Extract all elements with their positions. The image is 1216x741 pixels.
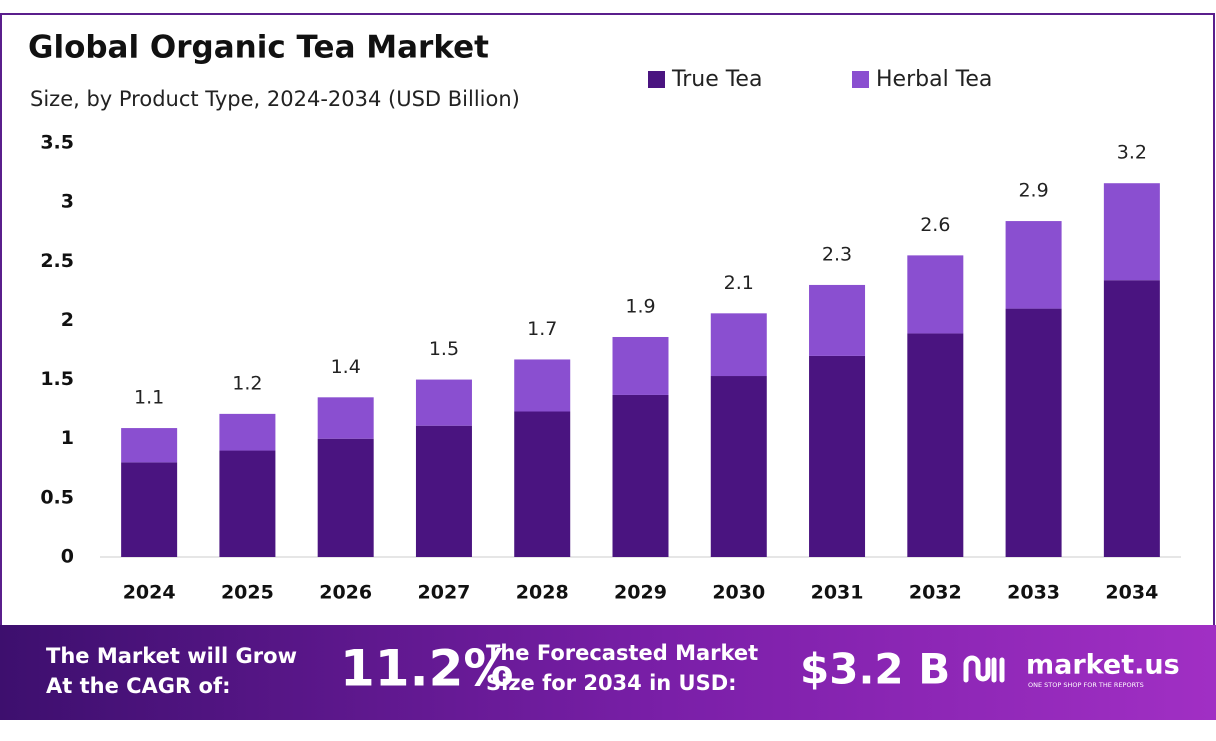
total-label: 1.5	[429, 338, 459, 360]
legend-label: True Tea	[671, 67, 762, 92]
x-tick-label: 2028	[516, 582, 569, 604]
y-tick-label: 2.5	[40, 250, 74, 272]
cagr-value: 11.2%	[340, 640, 513, 698]
total-label: 1.1	[134, 387, 164, 409]
bar-segment	[121, 428, 178, 463]
total-label: 1.4	[331, 356, 361, 378]
y-tick-label: 0	[61, 546, 74, 568]
bar-segment	[317, 397, 374, 439]
x-tick-label: 2034	[1105, 582, 1158, 604]
bar-segment	[809, 355, 866, 557]
x-tick-label: 2033	[1007, 582, 1060, 604]
bar-segment	[809, 284, 866, 356]
chart-subtitle: Size, by Product Type, 2024-2034 (USD Bi…	[30, 87, 520, 111]
bar-segment	[514, 359, 571, 412]
y-tick-label: 3	[61, 191, 74, 213]
y-tick-label: 0.5	[40, 486, 74, 508]
total-label: 3.2	[1117, 142, 1147, 164]
bar-segment	[612, 336, 669, 395]
bar-segment	[1005, 221, 1062, 309]
y-tick-label: 1.5	[40, 368, 74, 390]
brand-logo	[963, 655, 1005, 683]
forecast-text: The Forecasted Market	[486, 641, 758, 665]
y-tick-label: 1	[61, 427, 74, 449]
x-tick-label: 2032	[909, 582, 962, 604]
brand: market.us	[1026, 650, 1180, 681]
bar-segment	[907, 333, 964, 557]
total-label: 1.9	[625, 295, 655, 317]
bar-segment	[219, 450, 276, 557]
total-label: 2.6	[920, 214, 950, 236]
legend-swatch	[648, 71, 665, 88]
bar-segment	[415, 425, 472, 557]
bar-segment	[317, 438, 374, 557]
bar-segment	[907, 255, 964, 334]
legend-swatch	[852, 71, 869, 88]
x-tick-label: 2031	[811, 582, 864, 604]
total-label: 2.9	[1018, 180, 1048, 202]
legend-label: Herbal Tea	[876, 67, 992, 92]
y-tick-label: 3.5	[40, 132, 74, 154]
y-tick-label: 2	[61, 309, 74, 331]
x-tick-label: 2029	[614, 582, 667, 604]
total-label: 1.2	[232, 372, 262, 394]
forecast-text: Size for 2034 in USD:	[486, 671, 737, 695]
total-label: 2.3	[822, 243, 852, 265]
bar-segment	[1103, 183, 1160, 281]
total-label: 2.1	[724, 272, 754, 294]
forecast-value: $3.2 B	[800, 645, 950, 694]
bar-segment	[514, 411, 571, 557]
total-label: 1.7	[527, 318, 557, 340]
x-tick-label: 2024	[123, 582, 176, 604]
bar-segment	[219, 413, 276, 451]
bar-segment	[1103, 280, 1160, 557]
cagr-text: At the CAGR of:	[46, 674, 231, 698]
x-tick-label: 2025	[221, 582, 274, 604]
bar-segment	[612, 394, 669, 557]
bar-segment	[1005, 308, 1062, 557]
bar-segment	[710, 376, 767, 557]
x-tick-label: 2027	[418, 582, 471, 604]
footer-band	[0, 625, 1216, 720]
bar-segment	[415, 379, 472, 426]
tagline: ONE STOP SHOP FOR THE REPORTS	[1028, 681, 1144, 689]
chart-title: Global Organic Tea Market	[28, 30, 489, 66]
cagr-text: The Market will Grow	[46, 644, 297, 668]
bar-segment	[710, 313, 767, 377]
bar-segment	[121, 462, 178, 557]
x-tick-label: 2026	[319, 582, 372, 604]
x-tick-label: 2030	[712, 582, 765, 604]
